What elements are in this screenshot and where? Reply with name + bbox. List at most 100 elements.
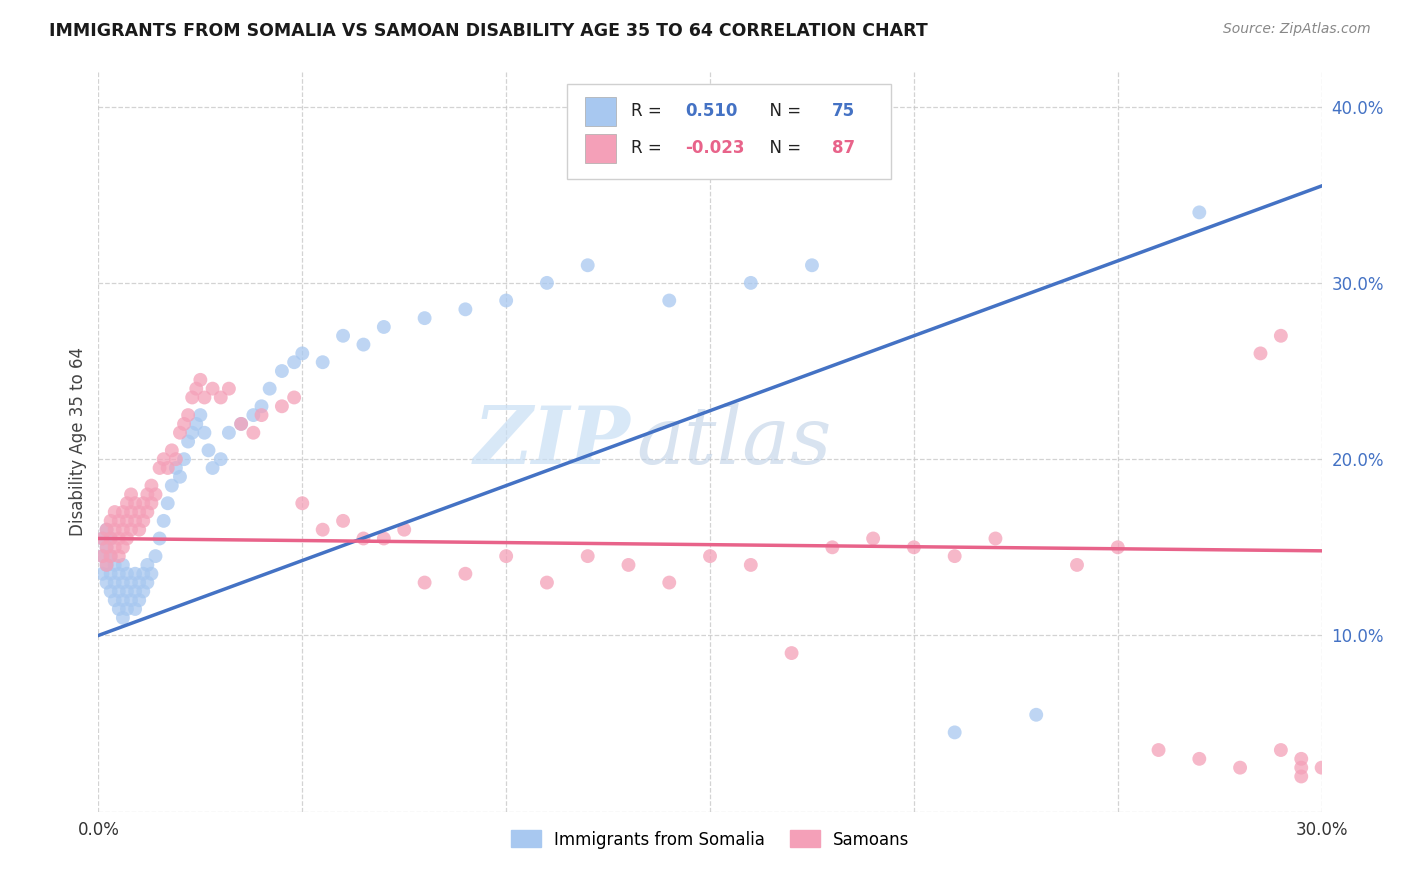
Point: [392, 523, 416, 537]
Point: [780, 646, 803, 660]
Point: [312, 355, 335, 369]
Point: [1025, 707, 1047, 722]
Point: [111, 523, 134, 537]
Legend: Immigrants from Somalia, Samoans: Immigrants from Somalia, Samoans: [503, 823, 917, 855]
Point: [104, 558, 127, 572]
Point: [96, 575, 118, 590]
Point: [283, 355, 305, 369]
Point: [1291, 752, 1313, 766]
Point: [104, 505, 127, 519]
Point: [108, 602, 131, 616]
Point: [186, 382, 208, 396]
Point: [141, 478, 163, 492]
Point: [242, 425, 264, 440]
Text: R =: R =: [630, 139, 666, 157]
Point: [91, 532, 114, 546]
Point: [413, 311, 436, 326]
Point: [1249, 346, 1271, 360]
Point: [100, 584, 122, 599]
Y-axis label: Disability Age 35 to 64: Disability Age 35 to 64: [69, 347, 87, 536]
Point: [242, 408, 264, 422]
Point: [250, 399, 273, 413]
Point: [91, 532, 114, 546]
Point: [699, 549, 721, 563]
Point: [283, 391, 305, 405]
Point: [259, 382, 281, 396]
Point: [218, 425, 240, 440]
Point: [91, 566, 114, 581]
Point: [821, 541, 844, 555]
Point: [270, 364, 294, 378]
Point: [124, 602, 146, 616]
Point: [96, 541, 118, 555]
Point: [100, 514, 122, 528]
Point: [156, 461, 179, 475]
Point: [169, 425, 191, 440]
Point: [740, 558, 762, 572]
Point: [132, 566, 155, 581]
Point: [173, 417, 195, 431]
Point: [111, 611, 134, 625]
Point: [291, 346, 314, 360]
Point: [141, 496, 163, 510]
Point: [903, 541, 925, 555]
Text: 0.510: 0.510: [686, 103, 738, 120]
Point: [801, 258, 824, 272]
Point: [120, 487, 142, 501]
Point: [128, 575, 150, 590]
Point: [152, 452, 174, 467]
Point: [165, 461, 187, 475]
Text: 87: 87: [832, 139, 855, 157]
Point: [100, 532, 122, 546]
Text: 75: 75: [832, 103, 855, 120]
Point: [1310, 761, 1333, 775]
Point: [115, 602, 138, 616]
Text: Source: ZipAtlas.com: Source: ZipAtlas.com: [1223, 22, 1371, 37]
Point: [149, 532, 172, 546]
Point: [149, 461, 172, 475]
Point: [115, 566, 138, 581]
Point: [181, 425, 204, 440]
Point: [740, 276, 762, 290]
Text: atlas: atlas: [637, 403, 832, 480]
Point: [943, 549, 966, 563]
Point: [115, 496, 138, 510]
Point: [413, 575, 436, 590]
Point: [108, 514, 131, 528]
Point: [115, 532, 138, 546]
Point: [454, 566, 477, 581]
Point: [658, 575, 681, 590]
Point: [136, 558, 159, 572]
FancyBboxPatch shape: [585, 96, 616, 126]
Point: [177, 434, 200, 449]
Point: [495, 293, 517, 308]
FancyBboxPatch shape: [585, 134, 616, 163]
Point: [128, 523, 150, 537]
Point: [132, 514, 155, 528]
Point: [108, 584, 131, 599]
Text: N =: N =: [759, 103, 806, 120]
Point: [115, 584, 138, 599]
Text: IMMIGRANTS FROM SOMALIA VS SAMOAN DISABILITY AGE 35 TO 64 CORRELATION CHART: IMMIGRANTS FROM SOMALIA VS SAMOAN DISABI…: [49, 22, 928, 40]
Point: [617, 558, 640, 572]
Point: [128, 593, 150, 607]
Point: [96, 523, 118, 537]
Point: [136, 505, 159, 519]
Point: [100, 549, 122, 563]
Point: [1188, 752, 1211, 766]
Point: [96, 523, 118, 537]
Text: N =: N =: [759, 139, 806, 157]
Point: [181, 391, 204, 405]
Point: [104, 593, 127, 607]
Point: [231, 417, 253, 431]
Point: [91, 549, 114, 563]
Point: [100, 566, 122, 581]
Point: [1188, 205, 1211, 219]
Point: [145, 549, 167, 563]
Point: [124, 584, 146, 599]
Point: [495, 549, 517, 563]
Point: [145, 487, 167, 501]
Point: [188, 373, 212, 387]
Point: [120, 575, 142, 590]
Point: [576, 258, 599, 272]
